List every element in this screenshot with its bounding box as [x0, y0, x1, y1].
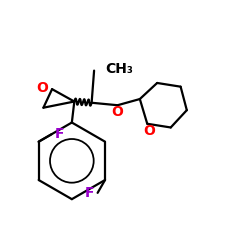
Text: O: O [37, 81, 48, 95]
Text: F: F [85, 186, 95, 200]
Text: O: O [143, 124, 155, 138]
Text: CH₃: CH₃ [105, 62, 133, 76]
Text: O: O [112, 105, 124, 119]
Text: F: F [54, 127, 64, 141]
